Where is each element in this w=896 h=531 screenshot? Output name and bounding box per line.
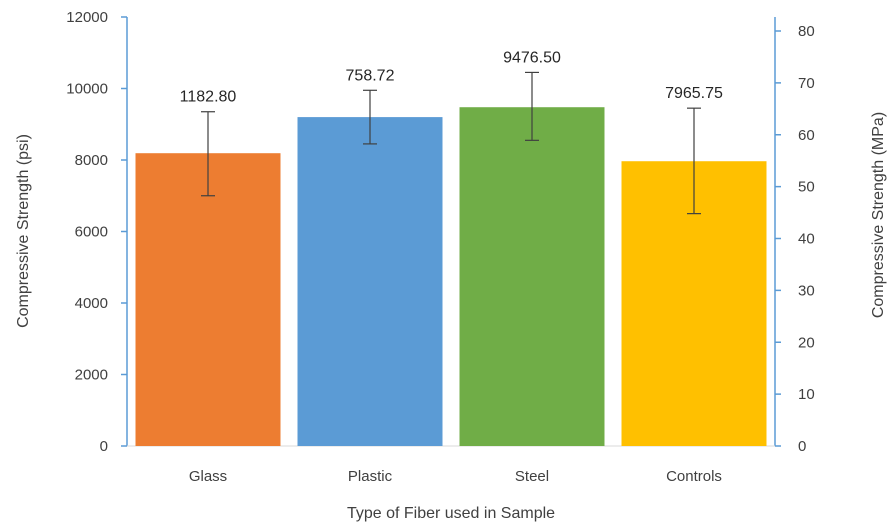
left-y-tick-label: 8000 [75, 152, 108, 169]
bar [297, 117, 443, 446]
left-y-tick-labels: 0 2000 4000 6000 8000 10000 12000 [66, 9, 108, 455]
right-y-ticks [775, 30, 781, 447]
right-y-tick-label: 20 [798, 334, 815, 351]
right-y-tick-labels: 0 10 20 30 40 50 60 70 80 [798, 23, 815, 455]
y-axis-title: Compressive Strength (psi) [15, 134, 32, 328]
right-y-tick-label: 80 [798, 23, 815, 40]
left-y-axis: 0 2000 4000 6000 8000 10000 12000 [66, 9, 128, 455]
left-y-tick-label: 4000 [75, 295, 108, 312]
data-label: 9476.50 [503, 49, 561, 66]
right-y-tick-label: 60 [798, 127, 815, 144]
right-y-axis: 0 10 20 30 40 50 60 70 80 [774, 17, 815, 455]
right-y-tick-label: 0 [798, 438, 806, 455]
left-y-tick-label: 12000 [66, 9, 108, 26]
x-tick-label: Controls [666, 468, 722, 485]
right-y-tick-label: 40 [798, 231, 815, 248]
right-y-tick-label: 30 [798, 282, 815, 299]
x-tick-label: Steel [515, 468, 549, 485]
bar [135, 153, 281, 446]
error-bars [201, 71, 701, 215]
y2-axis-title: Compressive Strength (MPa) [870, 112, 887, 318]
data-label: 1182.80 [180, 89, 237, 106]
left-y-tick-label: 10000 [66, 81, 108, 98]
left-y-tick-label: 6000 [75, 224, 108, 241]
left-y-ticks [121, 16, 127, 447]
right-y-tick-label: 70 [798, 75, 815, 92]
right-y-tick-label: 10 [798, 386, 815, 403]
x-axis-title: Type of Fiber used in Sample [347, 505, 555, 522]
bar [459, 107, 605, 447]
x-tick-label: Glass [189, 468, 227, 485]
left-y-tick-label: 2000 [75, 367, 108, 384]
bars [135, 107, 767, 447]
x-tick-label: Plastic [348, 468, 393, 485]
left-y-tick-label: 0 [100, 438, 108, 455]
data-label: 7965.75 [665, 85, 723, 102]
right-y-tick-label: 50 [798, 179, 815, 196]
data-label: 758.72 [346, 67, 395, 84]
data-labels: 1182.80 758.72 9476.50 7965.75 [180, 49, 723, 105]
x-tick-labels: Glass Plastic Steel Controls [189, 468, 722, 485]
